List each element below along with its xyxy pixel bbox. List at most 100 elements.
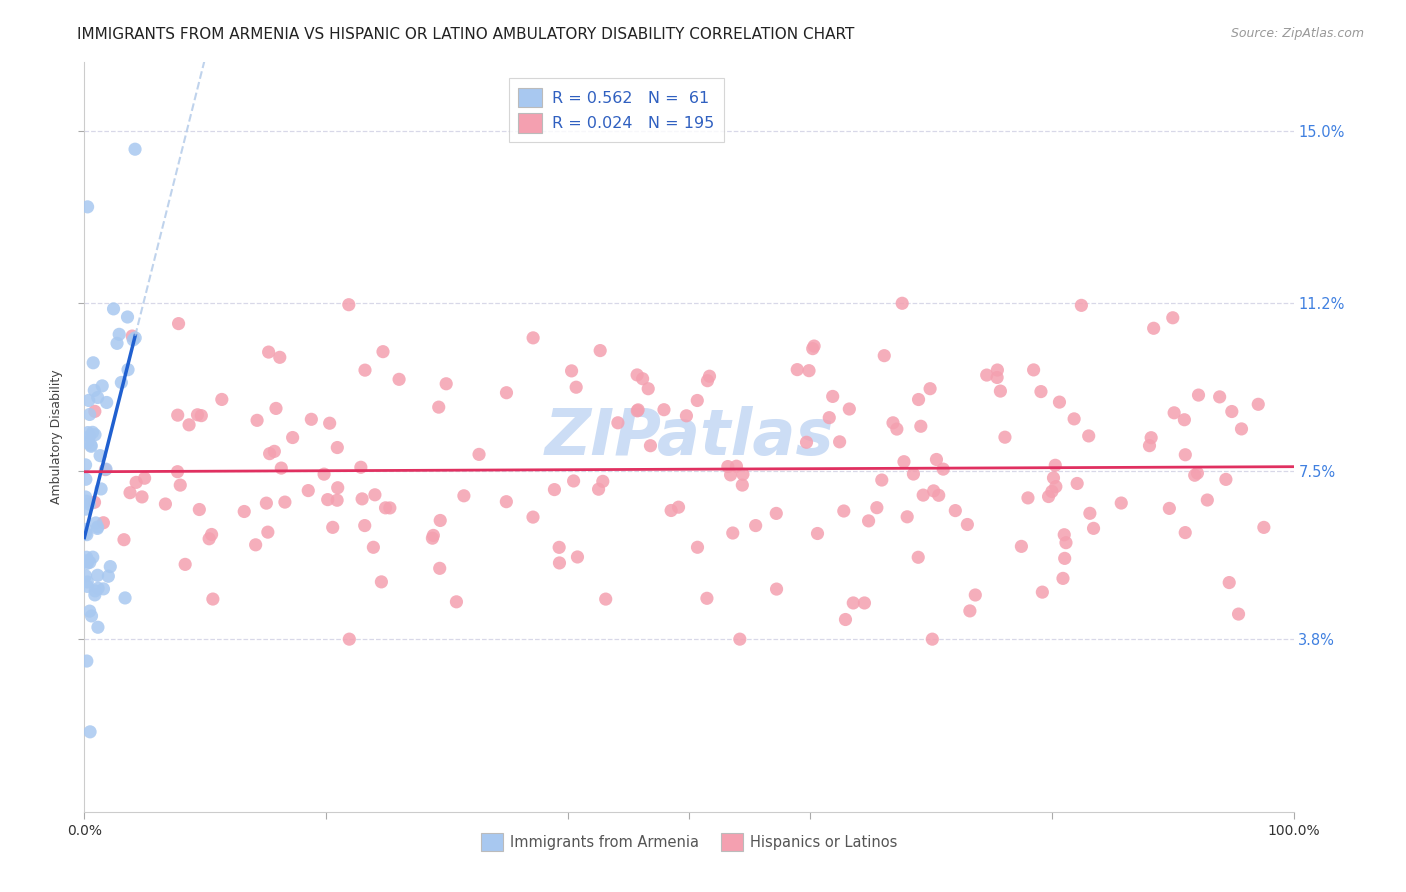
Point [522, 510, 544, 524]
Point [696, 374, 718, 388]
Point [322, 520, 344, 534]
Point [896, 509, 918, 524]
Point [89, 449, 111, 463]
Point [893, 455, 915, 469]
Point [90, 482, 112, 496]
Point [76, 557, 98, 571]
Point [561, 364, 583, 378]
Point [76, 550, 98, 565]
Point [1161, 310, 1184, 325]
Point [828, 434, 851, 449]
Point [728, 632, 751, 647]
Point [1187, 388, 1209, 402]
Point [652, 402, 675, 417]
Point [866, 500, 889, 515]
Point [928, 488, 950, 502]
Point [77, 393, 100, 408]
Point [121, 329, 143, 343]
Point [350, 460, 373, 475]
Point [1040, 484, 1063, 499]
Point [1173, 413, 1195, 427]
Point [943, 503, 966, 517]
Point [233, 504, 256, 518]
Point [354, 363, 377, 377]
Point [796, 435, 818, 450]
Point [82, 550, 104, 565]
Point [82, 425, 104, 440]
Point [1054, 535, 1077, 549]
Point [254, 496, 277, 510]
Point [1049, 395, 1071, 409]
Point [920, 382, 942, 396]
Point [842, 596, 865, 610]
Point [96, 395, 118, 409]
Point [97, 569, 120, 583]
Point [318, 416, 340, 430]
Point [245, 538, 267, 552]
Point [834, 613, 856, 627]
Point [873, 349, 896, 363]
Point [352, 491, 374, 506]
Point [174, 558, 197, 572]
Point [84, 583, 107, 598]
Point [1215, 472, 1237, 486]
Point [686, 393, 709, 408]
Point [166, 408, 188, 422]
Point [177, 417, 200, 432]
Point [80, 439, 103, 453]
Point [453, 489, 475, 503]
Point [659, 503, 682, 517]
Y-axis label: Ambulatory Disability: Ambulatory Disability [49, 370, 63, 504]
Point [986, 370, 1008, 384]
Point [79, 497, 101, 511]
Point [353, 518, 375, 533]
Point [281, 431, 304, 445]
Point [114, 591, 136, 605]
Point [80, 438, 103, 452]
Point [134, 471, 156, 485]
Point [717, 459, 740, 474]
Point [1227, 607, 1250, 621]
Point [264, 401, 287, 416]
Point [378, 500, 401, 515]
Point [640, 439, 662, 453]
Point [103, 301, 125, 316]
Point [201, 592, 224, 607]
Point [786, 362, 808, 376]
Point [1187, 466, 1209, 480]
Point [87, 620, 110, 634]
Point [117, 310, 139, 324]
Point [1017, 491, 1039, 505]
Point [86, 521, 108, 535]
Point [422, 528, 444, 542]
Point [76, 425, 98, 440]
Point [112, 533, 135, 547]
Point [1070, 298, 1092, 312]
Point [198, 532, 221, 546]
Point [75, 569, 97, 583]
Point [891, 296, 914, 310]
Point [75, 458, 97, 472]
Point [626, 404, 648, 418]
Point [125, 475, 148, 490]
Point [1083, 521, 1105, 535]
Point [76, 200, 98, 214]
Point [1053, 551, 1076, 566]
Point [720, 467, 742, 482]
Point [1218, 575, 1240, 590]
Text: Source: ZipAtlas.com: Source: ZipAtlas.com [1230, 27, 1364, 40]
Point [79, 408, 101, 422]
Point [626, 368, 648, 382]
Point [257, 525, 280, 540]
Point [131, 490, 153, 504]
Point [118, 485, 141, 500]
Point [1077, 429, 1099, 443]
Point [956, 517, 979, 532]
Point [188, 502, 211, 516]
Point [79, 429, 101, 443]
Legend: Immigrants from Armenia, Hispanics or Latinos: Immigrants from Armenia, Hispanics or La… [475, 828, 903, 857]
Point [326, 493, 349, 508]
Point [388, 372, 411, 386]
Point [79, 555, 101, 569]
Point [1063, 412, 1085, 426]
